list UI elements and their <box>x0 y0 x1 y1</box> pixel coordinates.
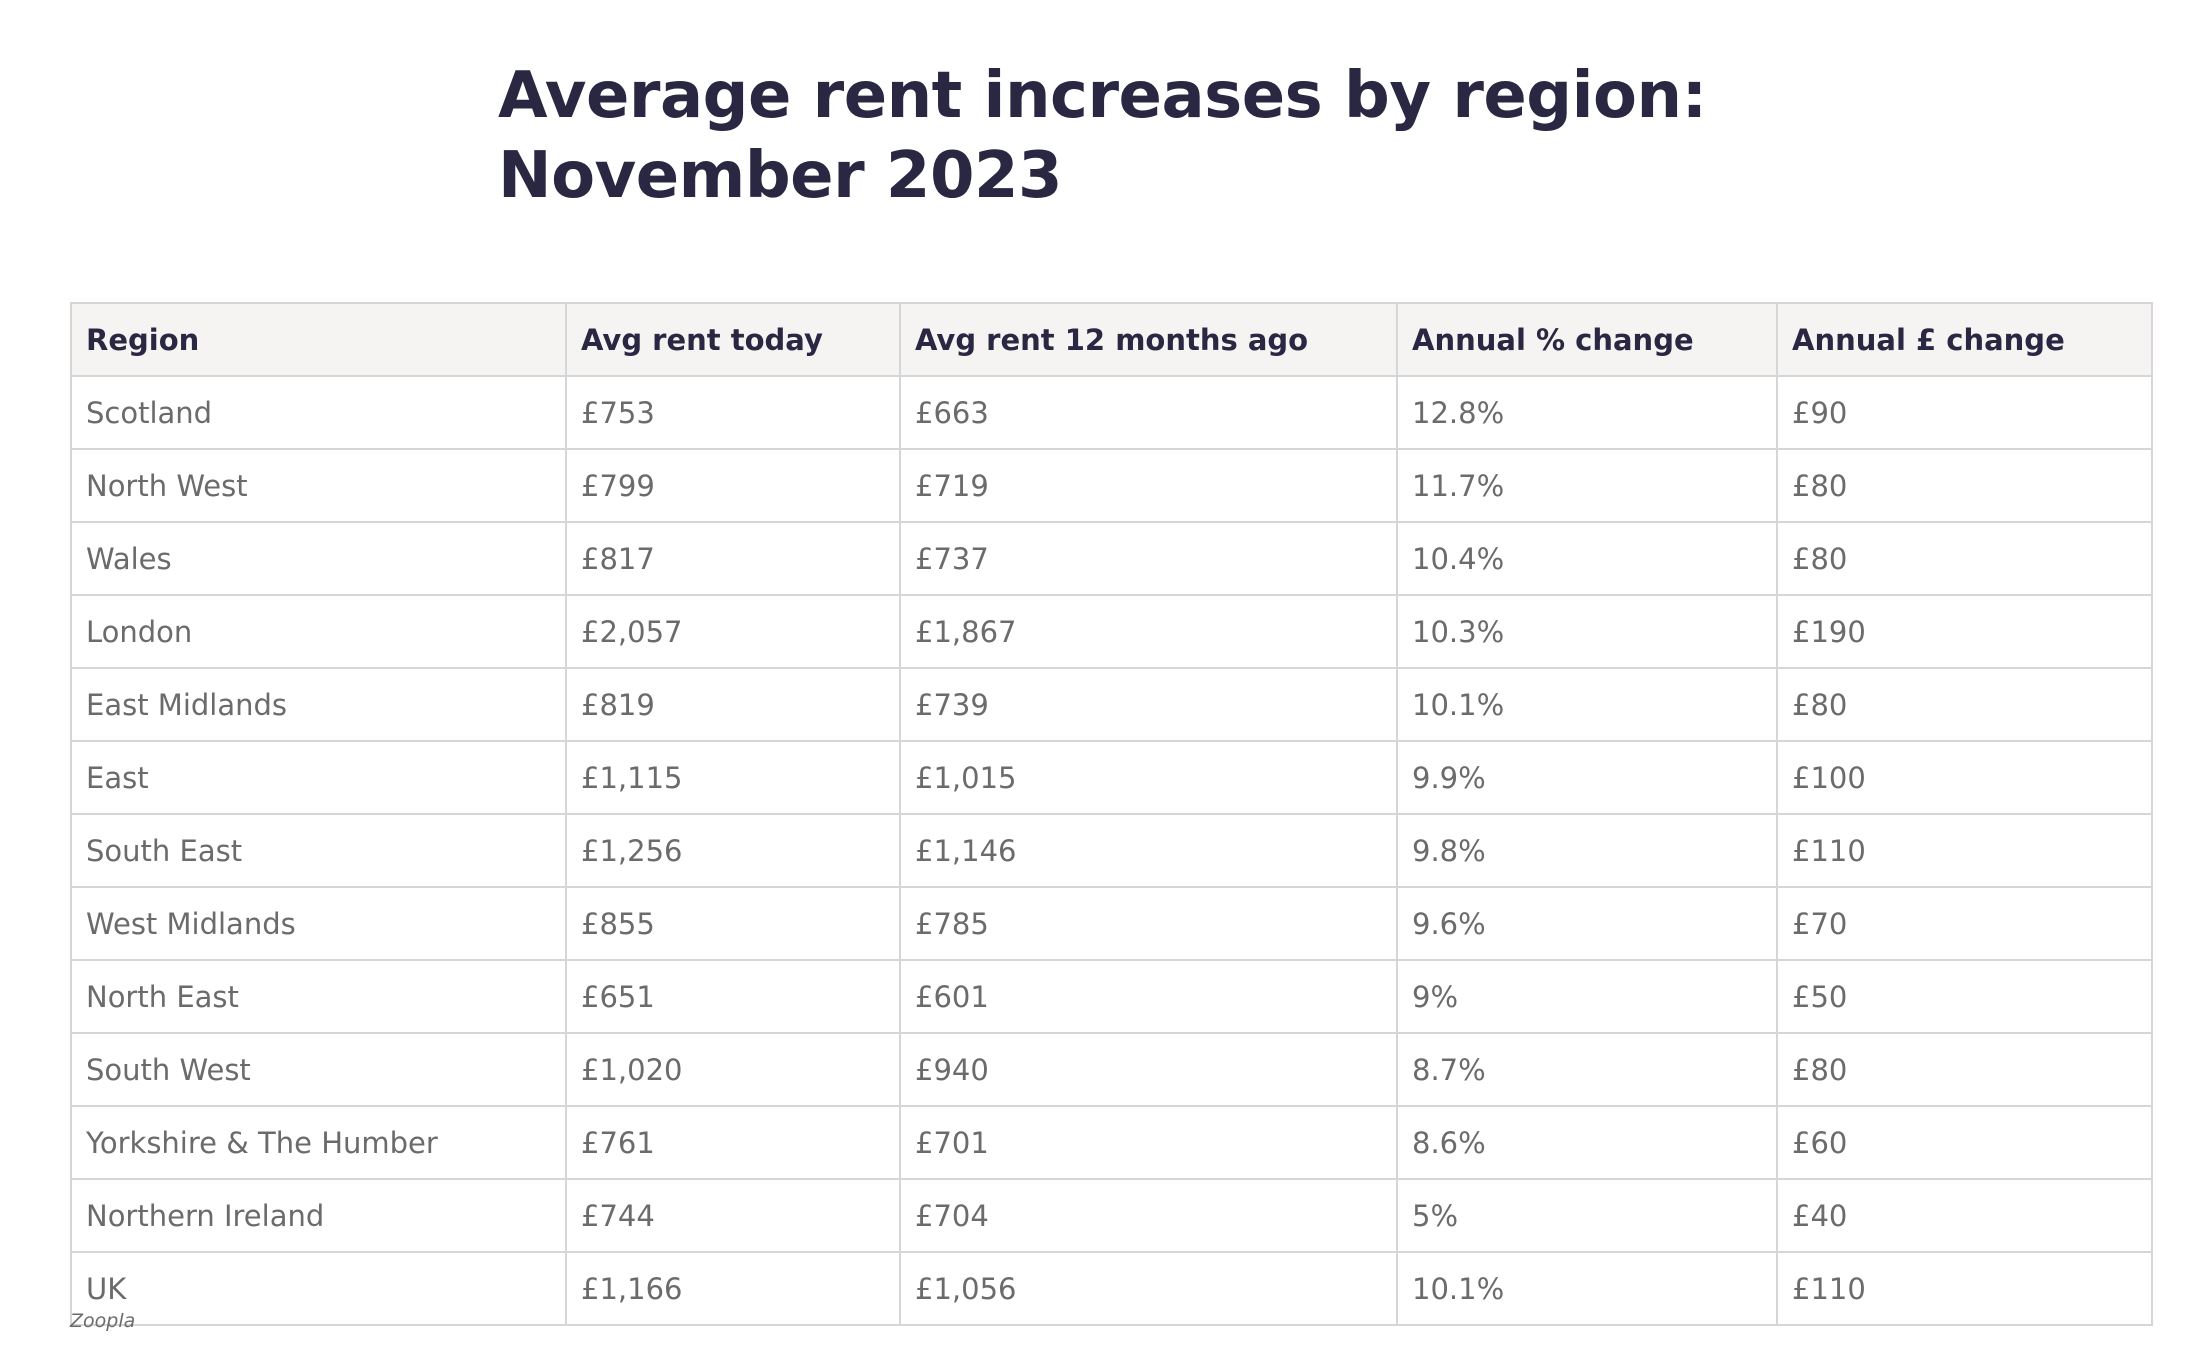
cell-annual-pound-change: £60 <box>1776 1105 2153 1180</box>
cell-avg-rent-12-months-ago: £940 <box>899 1032 1398 1107</box>
table-row: Scotland £753 £663 12.8% £90 <box>70 375 2153 450</box>
cell-annual-pound-change: £80 <box>1776 448 2153 523</box>
page-title-line-1: Average rent increases by region: <box>498 59 1707 133</box>
header-region: Region <box>70 302 567 377</box>
cell-region: West Midlands <box>70 886 567 961</box>
header-annual-percent-change: Annual % change <box>1396 302 1778 377</box>
cell-annual-percent-change: 11.7% <box>1396 448 1778 523</box>
cell-region: North East <box>70 959 567 1034</box>
cell-avg-rent-12-months-ago: £739 <box>899 667 1398 742</box>
table-row: East Midlands £819 £739 10.1% £80 <box>70 667 2153 742</box>
cell-avg-rent-12-months-ago: £1,146 <box>899 813 1398 888</box>
cell-annual-pound-change: £80 <box>1776 521 2153 596</box>
cell-region: East Midlands <box>70 667 567 742</box>
cell-annual-percent-change: 9% <box>1396 959 1778 1034</box>
cell-avg-rent-12-months-ago: £663 <box>899 375 1398 450</box>
table-header: Region Avg rent today Avg rent 12 months… <box>70 302 2153 377</box>
cell-region: UK <box>70 1251 567 1326</box>
cell-avg-rent-today: £1,256 <box>565 813 901 888</box>
cell-annual-percent-change: 8.7% <box>1396 1032 1778 1107</box>
cell-annual-pound-change: £70 <box>1776 886 2153 961</box>
cell-avg-rent-today: £761 <box>565 1105 901 1180</box>
table-row: North East £651 £601 9% £50 <box>70 959 2153 1034</box>
cell-annual-percent-change: 10.4% <box>1396 521 1778 596</box>
cell-avg-rent-12-months-ago: £737 <box>899 521 1398 596</box>
cell-annual-percent-change: 9.8% <box>1396 813 1778 888</box>
cell-annual-pound-change: £50 <box>1776 959 2153 1034</box>
source-credit: Zoopla <box>70 1310 136 1332</box>
table-row: London £2,057 £1,867 10.3% £190 <box>70 594 2153 669</box>
cell-region: Wales <box>70 521 567 596</box>
table-row: North West £799 £719 11.7% £80 <box>70 448 2153 523</box>
rent-table-container: Region Avg rent today Avg rent 12 months… <box>70 302 2153 1326</box>
cell-annual-pound-change: £100 <box>1776 740 2153 815</box>
cell-avg-rent-today: £2,057 <box>565 594 901 669</box>
table-row: UK £1,166 £1,056 10.1% £110 <box>70 1251 2153 1326</box>
header-avg-rent-12-months-ago: Avg rent 12 months ago <box>899 302 1398 377</box>
cell-avg-rent-today: £855 <box>565 886 901 961</box>
table-row: West Midlands £855 £785 9.6% £70 <box>70 886 2153 961</box>
cell-annual-pound-change: £90 <box>1776 375 2153 450</box>
cell-region: Northern Ireland <box>70 1178 567 1253</box>
cell-region: East <box>70 740 567 815</box>
cell-annual-percent-change: 10.1% <box>1396 667 1778 742</box>
cell-region: Yorkshire & The Humber <box>70 1105 567 1180</box>
cell-avg-rent-today: £1,166 <box>565 1251 901 1326</box>
page-title: Average rent increases by region: Novemb… <box>498 56 1798 216</box>
table-row: Wales £817 £737 10.4% £80 <box>70 521 2153 596</box>
cell-avg-rent-12-months-ago: £601 <box>899 959 1398 1034</box>
rent-table: Region Avg rent today Avg rent 12 months… <box>70 302 2153 1326</box>
cell-avg-rent-today: £1,020 <box>565 1032 901 1107</box>
cell-avg-rent-today: £651 <box>565 959 901 1034</box>
table-row: South East £1,256 £1,146 9.8% £110 <box>70 813 2153 888</box>
cell-region: North West <box>70 448 567 523</box>
table-body: Scotland £753 £663 12.8% £90 North West … <box>70 375 2153 1326</box>
table-row: East £1,115 £1,015 9.9% £100 <box>70 740 2153 815</box>
table-row: South West £1,020 £940 8.7% £80 <box>70 1032 2153 1107</box>
cell-annual-percent-change: 9.6% <box>1396 886 1778 961</box>
cell-avg-rent-today: £799 <box>565 448 901 523</box>
cell-annual-pound-change: £80 <box>1776 1032 2153 1107</box>
cell-avg-rent-today: £1,115 <box>565 740 901 815</box>
cell-avg-rent-today: £817 <box>565 521 901 596</box>
cell-region: South West <box>70 1032 567 1107</box>
header-row: Region Avg rent today Avg rent 12 months… <box>70 302 2153 377</box>
cell-annual-percent-change: 5% <box>1396 1178 1778 1253</box>
cell-annual-percent-change: 10.3% <box>1396 594 1778 669</box>
cell-annual-pound-change: £40 <box>1776 1178 2153 1253</box>
cell-annual-percent-change: 12.8% <box>1396 375 1778 450</box>
cell-annual-pound-change: £110 <box>1776 813 2153 888</box>
cell-avg-rent-12-months-ago: £785 <box>899 886 1398 961</box>
header-avg-rent-today: Avg rent today <box>565 302 901 377</box>
cell-annual-percent-change: 10.1% <box>1396 1251 1778 1326</box>
cell-avg-rent-12-months-ago: £701 <box>899 1105 1398 1180</box>
cell-avg-rent-12-months-ago: £1,056 <box>899 1251 1398 1326</box>
cell-annual-percent-change: 9.9% <box>1396 740 1778 815</box>
table-row: Northern Ireland £744 £704 5% £40 <box>70 1178 2153 1253</box>
table-row: Yorkshire & The Humber £761 £701 8.6% £6… <box>70 1105 2153 1180</box>
header-annual-pound-change: Annual £ change <box>1776 302 2153 377</box>
cell-annual-pound-change: £110 <box>1776 1251 2153 1326</box>
cell-annual-percent-change: 8.6% <box>1396 1105 1778 1180</box>
cell-region: London <box>70 594 567 669</box>
cell-avg-rent-today: £819 <box>565 667 901 742</box>
cell-region: South East <box>70 813 567 888</box>
cell-avg-rent-today: £753 <box>565 375 901 450</box>
cell-region: Scotland <box>70 375 567 450</box>
cell-avg-rent-today: £744 <box>565 1178 901 1253</box>
cell-avg-rent-12-months-ago: £719 <box>899 448 1398 523</box>
cell-avg-rent-12-months-ago: £1,015 <box>899 740 1398 815</box>
cell-avg-rent-12-months-ago: £1,867 <box>899 594 1398 669</box>
cell-annual-pound-change: £80 <box>1776 667 2153 742</box>
cell-avg-rent-12-months-ago: £704 <box>899 1178 1398 1253</box>
page-title-line-2: November 2023 <box>498 139 1063 213</box>
cell-annual-pound-change: £190 <box>1776 594 2153 669</box>
